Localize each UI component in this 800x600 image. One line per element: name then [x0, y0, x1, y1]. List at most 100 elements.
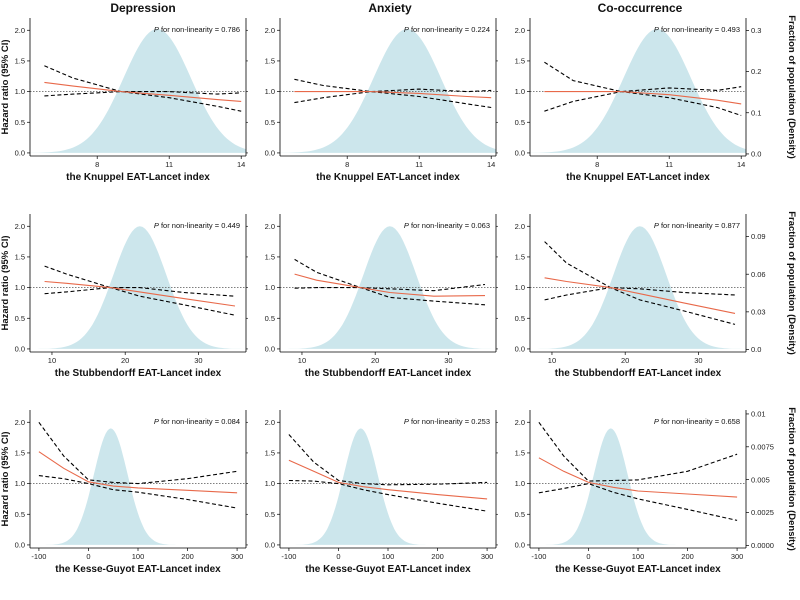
hazard-ratio-line [544, 277, 736, 314]
y-axis-label: Hazard ratio (95% CI) [0, 431, 11, 526]
panel-1-1: 0.0 0.5 1.0 1.5 2.0 10 20 30 P for non-linearity… [265, 214, 498, 379]
y-tick-label: 1.5 [15, 57, 25, 66]
x-tick-label: 8 [595, 160, 599, 169]
y-tick-label: 0.5 [265, 510, 275, 519]
y-tick-label: 2.0 [515, 26, 525, 35]
density-tick-label: 0.0 [751, 345, 761, 354]
p-value: 0.658 [721, 417, 740, 426]
hazard-ratio-line [38, 451, 238, 494]
ci-upper-line [294, 78, 492, 93]
x-tick-label: 100 [382, 552, 395, 561]
y-tick-label: 2.0 [515, 418, 525, 427]
p-value: 0.224 [471, 25, 490, 34]
x-tick-label: 200 [181, 552, 194, 561]
x-tick-label: -100 [531, 552, 546, 561]
ci-upper-line [44, 65, 242, 95]
x-tick-label: 200 [431, 552, 444, 561]
x-tick-label: 11 [165, 160, 173, 169]
x-axis-label: the Knuppel EAT-Lancet index [566, 172, 710, 183]
y-tick-label: 0.0 [265, 345, 275, 354]
x-tick-label: 20 [621, 356, 629, 365]
p-symbol: P [654, 221, 659, 230]
x-axis-label: the Kesse-Guyot EAT-Lancet index [305, 564, 471, 575]
y-tick-label: 1.5 [265, 253, 275, 262]
p-symbol: P [404, 25, 409, 34]
y-tick-label: 0.0 [515, 345, 525, 354]
y-tick-label: 1.5 [515, 449, 525, 458]
x-tick-label: 8 [345, 160, 349, 169]
x-axis-label: the Stubbendorff EAT-Lancet index [305, 368, 472, 379]
hazard-ratio-line [44, 280, 236, 307]
density-axis-label: Fraction of population (Density) [786, 407, 797, 551]
p-nonlinearity-text: P for non-linearity = 0.224 [404, 25, 490, 34]
y-tick-label: 1.0 [515, 479, 525, 488]
x-tick-label: 300 [731, 552, 744, 561]
p-symbol: P [654, 417, 659, 426]
y-tick-label: 0.5 [15, 314, 25, 323]
y-tick-label: 2.0 [265, 222, 275, 231]
p-label: for non-linearity = [409, 221, 471, 230]
x-axis-label: the Knuppel EAT-Lancet index [316, 172, 460, 183]
p-nonlinearity-text: P for non-linearity = 0.253 [404, 417, 490, 426]
p-nonlinearity-text: P for non-linearity = 0.786 [154, 25, 240, 34]
y-tick-label: 1.0 [15, 283, 25, 292]
ci-lower-line [44, 91, 242, 112]
ci-lower-line [544, 287, 736, 325]
p-nonlinearity-text: P for non-linearity = 0.084 [154, 417, 240, 426]
x-tick-label: 14 [237, 160, 245, 169]
y-tick-label: 1.0 [15, 87, 25, 96]
hazard-ratio-line [44, 81, 242, 102]
p-label: for non-linearity = [659, 25, 721, 34]
density-axis-label: Fraction of population (Density) [786, 211, 797, 355]
p-nonlinearity-text: P for non-linearity = 0.449 [154, 221, 240, 230]
x-tick-label: 300 [231, 552, 244, 561]
p-label: for non-linearity = [159, 221, 221, 230]
p-label: for non-linearity = [159, 25, 221, 34]
panel-0-2: 0.0 0.5 1.0 1.5 2.0 8 11 14 0.0 0.1 0.2 0.3 P for no… [515, 15, 797, 183]
y-tick-label: 2.0 [515, 222, 525, 231]
y-tick-label: 0.5 [15, 510, 25, 519]
y-tick-label: 0.5 [265, 118, 275, 127]
p-nonlinearity-text: P for non-linearity = 0.658 [654, 417, 740, 426]
p-value: 0.084 [221, 417, 240, 426]
x-tick-label: 30 [694, 356, 702, 365]
x-tick-label: 14 [487, 160, 495, 169]
p-label: for non-linearity = [409, 417, 471, 426]
y-tick-label: 1.5 [15, 253, 25, 262]
density-curve [30, 29, 246, 153]
x-axis-label: the Kesse-Guyot EAT-Lancet index [55, 564, 221, 575]
y-tick-label: 2.0 [15, 26, 25, 35]
y-tick-label: 0.0 [15, 149, 25, 158]
ci-lower-line [294, 91, 492, 109]
density-tick-label: 0.0000 [751, 541, 774, 550]
x-tick-label: 10 [298, 356, 306, 365]
ci-upper-line [288, 434, 488, 486]
density-tick-label: 0.06 [751, 270, 766, 279]
column-title-co-occurrence: Co-occurrence [598, 1, 683, 15]
p-nonlinearity-text: P for non-linearity = 0.493 [654, 25, 740, 34]
density-curve [43, 428, 179, 545]
y-tick-label: 0.5 [15, 118, 25, 127]
density-tick-label: 0.3 [751, 26, 761, 35]
p-symbol: P [154, 221, 159, 230]
density-tick-label: 0.0025 [751, 508, 774, 517]
y-tick-label: 1.5 [265, 449, 275, 458]
panel-1-2: 0.0 0.5 1.0 1.5 2.0 10 20 30 0.0 0.03 0.06 0.09 P fo… [515, 211, 797, 379]
density-tick-label: 0.0075 [751, 442, 774, 451]
density-tick-label: 0.0 [751, 150, 761, 159]
p-value: 0.493 [721, 25, 740, 34]
y-tick-label: 2.0 [15, 418, 25, 427]
density-tick-label: 0.2 [751, 67, 761, 76]
panel-2-0: 0.0 0.5 1.0 1.5 2.0 -100 0 100 200 300 P for non-l… [0, 410, 248, 575]
x-tick-label: 10 [548, 356, 556, 365]
p-label: for non-linearity = [659, 221, 721, 230]
ci-lower-line [38, 475, 238, 509]
panel-1-0: 0.0 0.5 1.0 1.5 2.0 10 20 30 P for non-linearity… [0, 214, 248, 379]
ci-upper-line [544, 61, 742, 93]
y-tick-label: 2.0 [265, 418, 275, 427]
panel-0-0: 0.0 0.5 1.0 1.5 2.0 8 11 14 P for non-linearity … [0, 18, 248, 183]
column-title-depression: Depression [110, 1, 175, 15]
x-tick-label: 300 [481, 552, 494, 561]
y-tick-label: 2.0 [15, 222, 25, 231]
y-tick-label: 1.5 [265, 57, 275, 66]
